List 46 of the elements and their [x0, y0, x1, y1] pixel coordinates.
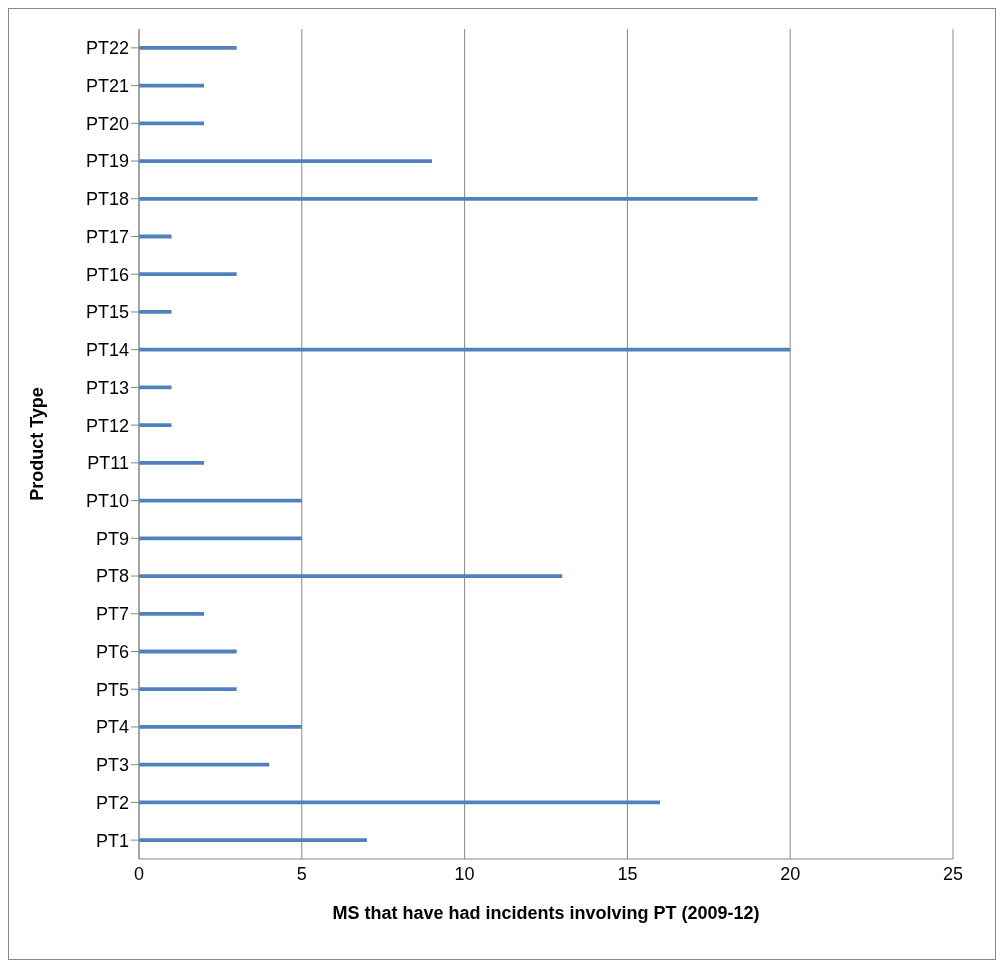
bar [139, 45, 237, 50]
y-tick-label: PT5 [95, 679, 129, 700]
x-tick-label: 25 [942, 863, 964, 884]
y-tick-label: PT15 [85, 302, 129, 323]
y-tick-label: PT18 [85, 189, 129, 210]
bar [139, 423, 172, 428]
bar [139, 460, 205, 465]
bar [139, 762, 270, 767]
y-tick-label: PT13 [85, 377, 129, 398]
bar [139, 725, 302, 729]
x-tick-label: 10 [454, 863, 475, 884]
x-tick-label: 5 [296, 863, 307, 884]
y-tick-label: PT11 [87, 453, 129, 474]
y-tick-label: PT14 [85, 340, 129, 361]
y-tick-label: PT17 [85, 226, 129, 247]
bar [139, 536, 302, 541]
bar [139, 347, 791, 352]
y-tick-label: PT21 [85, 75, 129, 96]
y-tick-label: PT4 [95, 717, 129, 738]
bar [139, 196, 758, 201]
y-tick-label: PT3 [95, 755, 129, 776]
bar [139, 687, 237, 692]
bar [139, 310, 172, 314]
bar [139, 272, 237, 277]
y-tick-label: PT19 [85, 151, 129, 172]
bar [139, 159, 433, 163]
y-tick-label: PT6 [95, 641, 129, 662]
x-tick-label: 20 [780, 863, 801, 884]
y-tick-label: PT22 [85, 38, 129, 59]
y-tick-label: PT12 [85, 415, 129, 436]
y-tick-label: PT10 [85, 490, 129, 511]
x-tick-label: 15 [617, 863, 638, 884]
y-tick-label: PT9 [95, 528, 129, 549]
y-tick-label: PT20 [85, 113, 129, 134]
y-tick-label: PT16 [85, 264, 129, 285]
bar [139, 838, 367, 843]
bar [139, 574, 563, 578]
y-tick-label: PT2 [95, 792, 129, 813]
y-axis-title: Product Type [27, 387, 48, 501]
y-tick-label: PT8 [95, 566, 129, 587]
y-tick-label: PT7 [95, 604, 129, 625]
bar [139, 611, 205, 616]
bar [139, 121, 205, 126]
y-tick-label: PT1 [95, 830, 129, 851]
x-tick-label: 0 [133, 863, 145, 884]
x-axis-title: MS that have had incidents involving PT (2009-12) [332, 903, 760, 923]
